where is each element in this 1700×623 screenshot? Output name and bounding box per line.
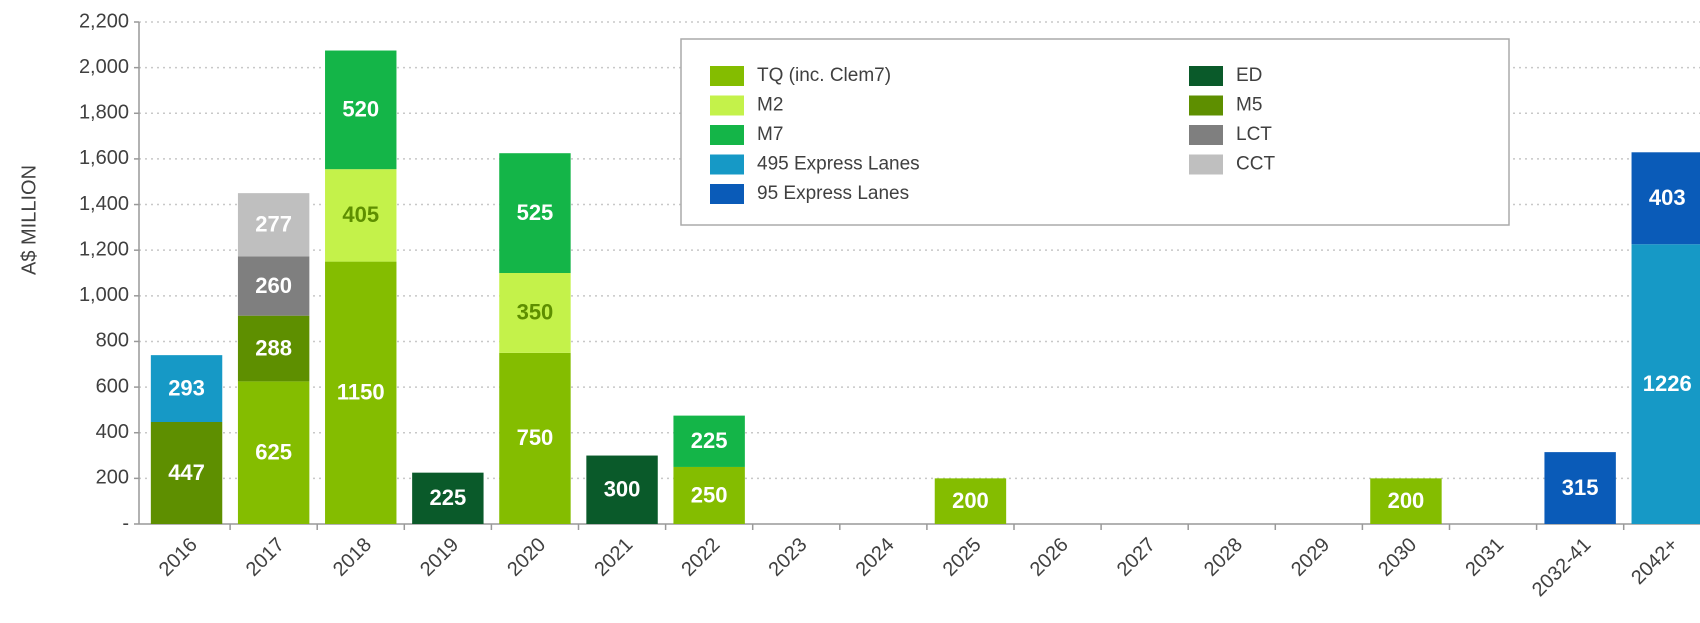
value-label: 300 — [604, 477, 641, 502]
legend-label: M7 — [757, 124, 783, 145]
legend-swatch — [710, 154, 744, 175]
value-label: 288 — [255, 335, 292, 360]
value-label: 200 — [952, 488, 989, 513]
bar-segment — [673, 415, 745, 467]
bar-segment — [1631, 152, 1700, 245]
y-axis-label: A$ MILLION — [18, 165, 40, 275]
legend-swatch — [1189, 95, 1223, 116]
bar-segment — [412, 472, 484, 524]
bar-segment — [237, 381, 310, 524]
value-label: 405 — [342, 202, 379, 227]
x-tick-label: 2019 — [416, 534, 463, 581]
bar-segment — [237, 315, 310, 382]
bar-segment — [499, 153, 571, 273]
legend-label: CCT — [1236, 154, 1275, 175]
y-tick-label: 1,600 — [79, 147, 129, 169]
y-tick-label: 400 — [96, 421, 129, 443]
legend-swatch — [710, 125, 744, 145]
x-tick-label: 2026 — [1026, 534, 1073, 581]
x-tick-label: 2025 — [939, 534, 986, 581]
legend-label: 495 Express Lanes — [757, 154, 920, 175]
legend-label: LCT — [1236, 124, 1272, 145]
y-tick-label: 2,200 — [79, 10, 129, 32]
value-label: 525 — [517, 200, 554, 225]
x-tick-label: 2030 — [1374, 534, 1421, 581]
bar-segment — [499, 273, 571, 353]
bar-segment — [934, 478, 1007, 524]
bar-segment — [325, 50, 397, 170]
bar-segment — [325, 169, 397, 262]
value-label: 625 — [255, 440, 292, 465]
legend-swatch — [710, 95, 744, 116]
y-tick-label: 1,800 — [79, 102, 129, 124]
legend-label: M2 — [757, 95, 783, 116]
y-tick-label: - — [122, 512, 129, 534]
value-label: 447 — [168, 460, 205, 485]
value-label: 350 — [517, 300, 554, 325]
value-label: 750 — [517, 425, 554, 450]
legend-swatch — [1189, 154, 1223, 175]
x-tick-label: 2024 — [852, 534, 899, 581]
legend-label: TQ (inc. Clem7) — [757, 65, 891, 86]
value-label: 277 — [255, 212, 292, 237]
bar-segment — [1370, 478, 1442, 524]
x-tick-label: 2018 — [329, 534, 376, 581]
legend-swatch — [1189, 66, 1223, 86]
x-tick-label: 2029 — [1287, 534, 1334, 581]
y-tick-label: 1,000 — [79, 284, 129, 306]
bar-segment — [237, 256, 310, 316]
x-tick-label: 2022 — [677, 534, 724, 581]
y-tick-label: 2,000 — [79, 56, 129, 78]
y-tick-label: 1,400 — [79, 193, 129, 215]
y-tick-label: 600 — [96, 375, 129, 397]
y-tick-label: 1,200 — [79, 238, 129, 260]
bar-segment — [1544, 452, 1616, 524]
x-tick-label: 2031 — [1461, 534, 1508, 581]
bar-segment — [237, 193, 310, 257]
x-tick-label: 2032-41 — [1528, 534, 1595, 601]
bar-segment — [586, 455, 658, 524]
x-tick-label: 2017 — [242, 534, 289, 581]
x-tick-label: 2027 — [1113, 534, 1160, 581]
bar-segment — [150, 355, 223, 423]
bar-segment — [325, 261, 397, 524]
x-tick-label: 2016 — [155, 534, 202, 581]
bar-segment — [1631, 244, 1700, 524]
legend-label: M5 — [1236, 95, 1262, 116]
value-label: 250 — [691, 482, 728, 507]
value-label: 293 — [168, 375, 205, 400]
legend-swatch — [710, 184, 744, 204]
legend-label: 95 Express Lanes — [757, 183, 909, 204]
x-tick-label: 2020 — [503, 534, 550, 581]
y-tick-label: 800 — [96, 330, 129, 352]
x-tick-label: 2028 — [1200, 534, 1247, 581]
legend-box — [680, 38, 1510, 226]
x-tick-label: 2042+ — [1627, 534, 1682, 589]
legend-swatch — [710, 66, 744, 86]
x-tick-label: 2021 — [590, 534, 637, 581]
value-label: 200 — [1388, 488, 1425, 513]
legend-swatch — [1189, 125, 1223, 145]
value-label: 520 — [342, 97, 379, 122]
value-label: 403 — [1649, 185, 1686, 210]
bar-segment — [673, 466, 745, 524]
x-tick-label: 2023 — [764, 534, 811, 581]
value-label: 1226 — [1643, 371, 1692, 396]
y-tick-label: 200 — [96, 467, 129, 489]
value-label: 225 — [429, 485, 466, 510]
bar-segment — [150, 422, 223, 524]
bar-segment — [499, 352, 571, 524]
legend-label: ED — [1236, 65, 1262, 86]
value-label: 225 — [691, 428, 728, 453]
value-label: 260 — [255, 273, 292, 298]
value-label: 315 — [1562, 475, 1599, 500]
value-label: 1150 — [337, 380, 385, 405]
